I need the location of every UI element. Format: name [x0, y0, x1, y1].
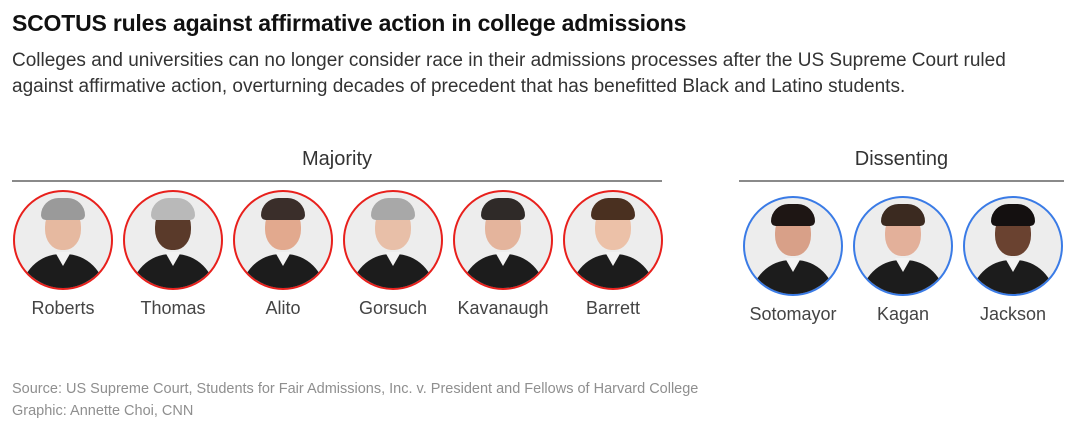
justice-thomas: Thomas	[118, 190, 228, 319]
hair-shape	[771, 204, 815, 226]
hair-shape	[591, 198, 635, 220]
justice-portrait	[123, 190, 223, 290]
hair-shape	[481, 198, 525, 220]
justice-name: Kavanaugh	[457, 298, 549, 318]
hair-shape	[991, 204, 1035, 226]
dissenting-divider	[739, 180, 1064, 182]
majority-divider	[12, 180, 662, 182]
justice-sotomayor: Sotomayor	[738, 196, 848, 325]
justice-portrait	[343, 190, 443, 290]
hair-shape	[371, 198, 415, 220]
justice-name: Sotomayor	[749, 304, 837, 324]
justice-barrett: Barrett	[558, 190, 668, 319]
justice-name: Alito	[265, 298, 301, 318]
headline: SCOTUS rules against affirmative action …	[12, 10, 687, 36]
justice-portrait	[233, 190, 333, 290]
justice-name: Roberts	[31, 298, 95, 318]
justice-kagan: Kagan	[848, 196, 958, 325]
justice-portrait	[13, 190, 113, 290]
justice-name: Gorsuch	[358, 298, 428, 318]
justice-name: Kagan	[876, 304, 930, 324]
justice-name: Thomas	[140, 298, 206, 318]
justice-portrait	[453, 190, 553, 290]
justice-name: Jackson	[979, 304, 1047, 324]
justice-roberts: Roberts	[8, 190, 118, 319]
source-text: Source: US Supreme Court, Students for F…	[12, 381, 699, 397]
hair-shape	[151, 198, 195, 220]
hair-shape	[881, 204, 925, 226]
justice-portrait	[963, 196, 1063, 296]
justice-portrait	[563, 190, 663, 290]
justice-jackson: Jackson	[958, 196, 1068, 325]
dissenting-label: Dissenting	[854, 148, 949, 170]
justice-gorsuch: Gorsuch	[338, 190, 448, 319]
hair-shape	[41, 198, 85, 220]
subtitle: Colleges and universities can no longer …	[12, 50, 1006, 97]
justice-name: Barrett	[585, 298, 641, 318]
justice-kavanaugh: Kavanaugh	[448, 190, 558, 319]
justice-portrait	[853, 196, 953, 296]
justice-portrait	[743, 196, 843, 296]
hair-shape	[261, 198, 305, 220]
source-note: Source: US Supreme Court, Students for F…	[12, 378, 698, 422]
credit-text: Graphic: Annette Choi, CNN	[12, 403, 194, 419]
majority-label: Majority	[301, 148, 372, 170]
justice-alito: Alito	[228, 190, 338, 319]
